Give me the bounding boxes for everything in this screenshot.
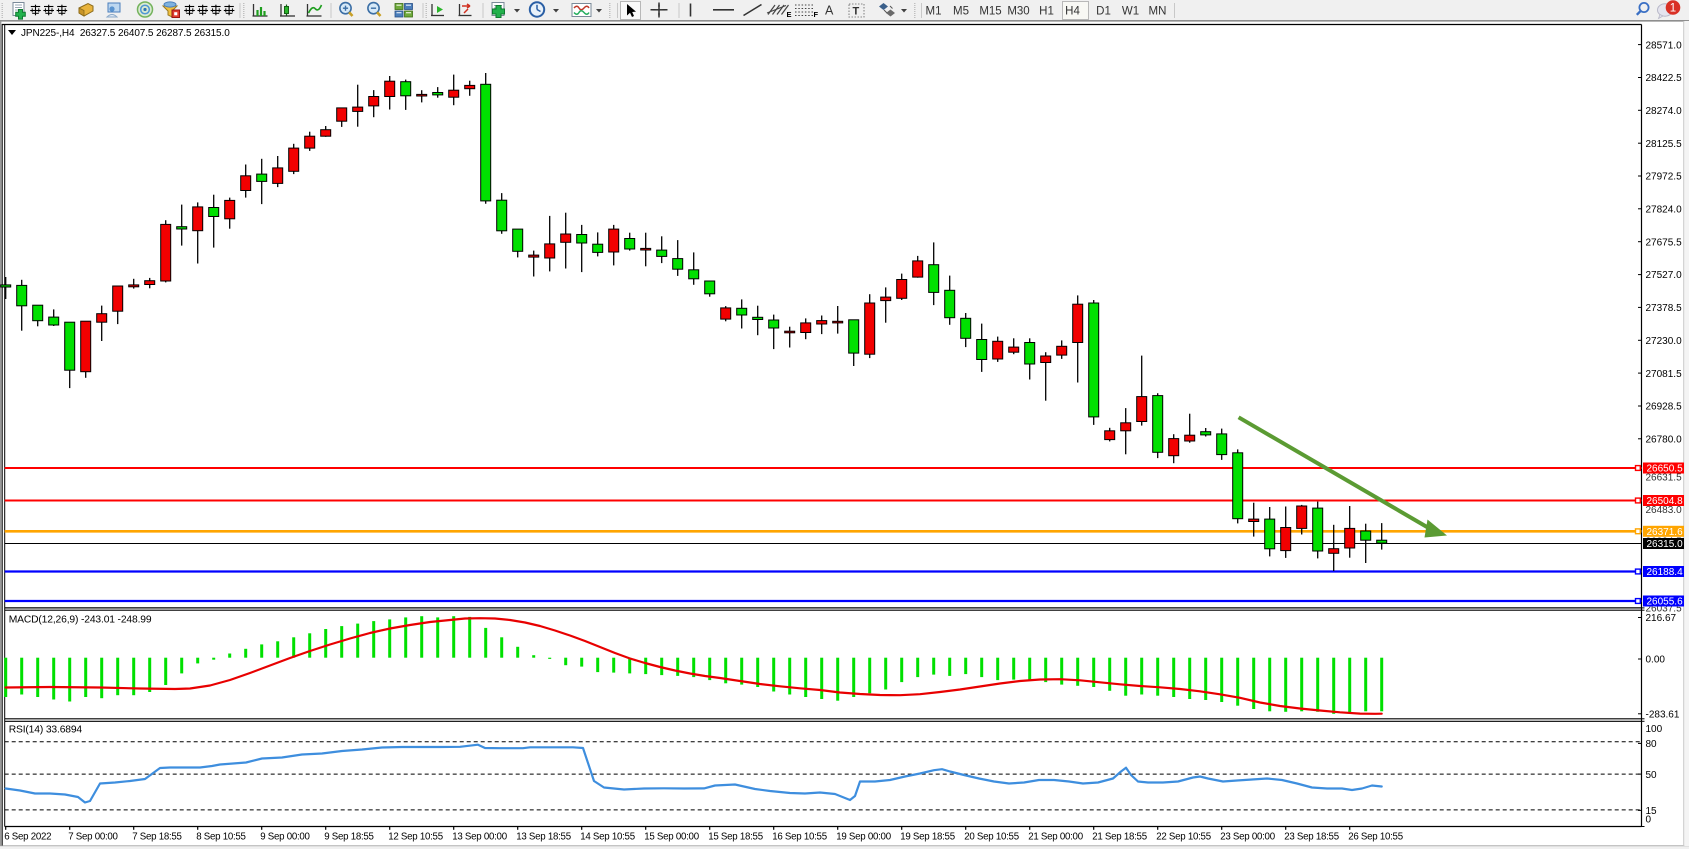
svg-text:27081.5: 27081.5 — [1646, 369, 1683, 380]
svg-text:13 Sep 00:00: 13 Sep 00:00 — [452, 832, 508, 843]
svg-text:1: 1 — [1670, 3, 1676, 15]
svg-text:22 Sep 10:55: 22 Sep 10:55 — [1156, 832, 1211, 843]
svg-text:27527.0: 27527.0 — [1646, 270, 1683, 281]
svg-text:26780.0: 26780.0 — [1646, 435, 1683, 446]
svg-text:19 Sep 00:00: 19 Sep 00:00 — [836, 832, 892, 843]
svg-text:12 Sep 10:55: 12 Sep 10:55 — [388, 832, 443, 843]
svg-text:E: E — [787, 10, 792, 19]
svg-text:26188.4: 26188.4 — [1647, 567, 1684, 578]
svg-text:26371.6: 26371.6 — [1647, 527, 1684, 538]
svg-text:26055.6: 26055.6 — [1647, 597, 1684, 608]
svg-text:28274.0: 28274.0 — [1646, 106, 1683, 117]
svg-text:9 Sep 18:55: 9 Sep 18:55 — [324, 832, 374, 843]
svg-text:MACD(12,26,9) -243.01 -248.99: MACD(12,26,9) -243.01 -248.99 — [9, 614, 152, 625]
svg-text:27824.0: 27824.0 — [1646, 205, 1683, 216]
svg-text:M1: M1 — [926, 5, 942, 17]
svg-text:216.67: 216.67 — [1646, 613, 1677, 624]
svg-text:20 Sep 10:55: 20 Sep 10:55 — [964, 832, 1019, 843]
svg-text:100: 100 — [1646, 724, 1663, 735]
svg-text:H1: H1 — [1039, 5, 1054, 17]
svg-text:15: 15 — [1646, 806, 1658, 817]
svg-text:7 Sep 00:00: 7 Sep 00:00 — [68, 832, 118, 843]
svg-text:F: F — [814, 10, 819, 19]
svg-text:M30: M30 — [1007, 5, 1029, 17]
svg-text:26650.5: 26650.5 — [1647, 464, 1684, 475]
svg-text:21 Sep 18:55: 21 Sep 18:55 — [1092, 832, 1147, 843]
svg-text:26483.0: 26483.0 — [1646, 505, 1683, 516]
svg-text:28125.5: 28125.5 — [1646, 139, 1683, 150]
svg-text:7 Sep 18:55: 7 Sep 18:55 — [132, 832, 182, 843]
svg-text:A: A — [825, 4, 834, 18]
svg-text:27675.5: 27675.5 — [1646, 237, 1683, 248]
svg-text:80: 80 — [1646, 739, 1658, 750]
svg-text:MN: MN — [1149, 5, 1167, 17]
svg-text:6 Sep 2022: 6 Sep 2022 — [4, 832, 51, 843]
svg-text:9 Sep 00:00: 9 Sep 00:00 — [260, 832, 310, 843]
svg-text:0.00: 0.00 — [1646, 655, 1666, 666]
svg-text:21 Sep 00:00: 21 Sep 00:00 — [1028, 832, 1084, 843]
svg-text:26037.5: 26037.5 — [1646, 603, 1683, 614]
svg-text:16 Sep 10:55: 16 Sep 10:55 — [772, 832, 827, 843]
svg-text:26315.0: 26315.0 — [1647, 539, 1684, 550]
svg-text:26504.8: 26504.8 — [1647, 496, 1684, 507]
svg-text:M15: M15 — [979, 5, 1001, 17]
svg-text:13 Sep 18:55: 13 Sep 18:55 — [516, 832, 571, 843]
svg-text:RSI(14) 33.6894: RSI(14) 33.6894 — [9, 724, 83, 735]
svg-text:27972.5: 27972.5 — [1646, 172, 1683, 183]
svg-text:8 Sep 10:55: 8 Sep 10:55 — [196, 832, 246, 843]
svg-text:28422.5: 28422.5 — [1646, 73, 1683, 84]
svg-text:28571.0: 28571.0 — [1646, 40, 1683, 51]
svg-text:0: 0 — [1646, 815, 1652, 826]
svg-text:26631.5: 26631.5 — [1646, 472, 1683, 483]
svg-text:23 Sep 00:00: 23 Sep 00:00 — [1220, 832, 1276, 843]
svg-text:-283.61: -283.61 — [1646, 710, 1680, 721]
svg-text:D1: D1 — [1096, 5, 1111, 17]
svg-text:JPN225-,H4 26327.5 26407.5 26: JPN225-,H4 26327.5 26407.5 26287.5 26315… — [21, 28, 230, 39]
svg-text:19 Sep 18:55: 19 Sep 18:55 — [900, 832, 955, 843]
svg-text:H4: H4 — [1065, 5, 1080, 17]
svg-text:14 Sep 10:55: 14 Sep 10:55 — [580, 832, 635, 843]
svg-text:15 Sep 00:00: 15 Sep 00:00 — [644, 832, 700, 843]
svg-text:26 Sep 10:55: 26 Sep 10:55 — [1348, 832, 1403, 843]
svg-text:T: T — [853, 6, 860, 18]
svg-text:W1: W1 — [1122, 5, 1139, 17]
svg-text:23 Sep 18:55: 23 Sep 18:55 — [1284, 832, 1339, 843]
svg-text:27230.0: 27230.0 — [1646, 336, 1683, 347]
svg-text:M5: M5 — [953, 5, 969, 17]
svg-text:26928.5: 26928.5 — [1646, 402, 1683, 413]
svg-text:50: 50 — [1646, 770, 1658, 781]
svg-text:27378.5: 27378.5 — [1646, 303, 1683, 314]
svg-text:15 Sep 18:55: 15 Sep 18:55 — [708, 832, 763, 843]
